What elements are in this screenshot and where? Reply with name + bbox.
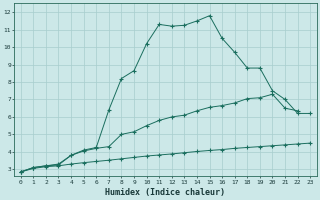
X-axis label: Humidex (Indice chaleur): Humidex (Indice chaleur) [106,188,226,197]
